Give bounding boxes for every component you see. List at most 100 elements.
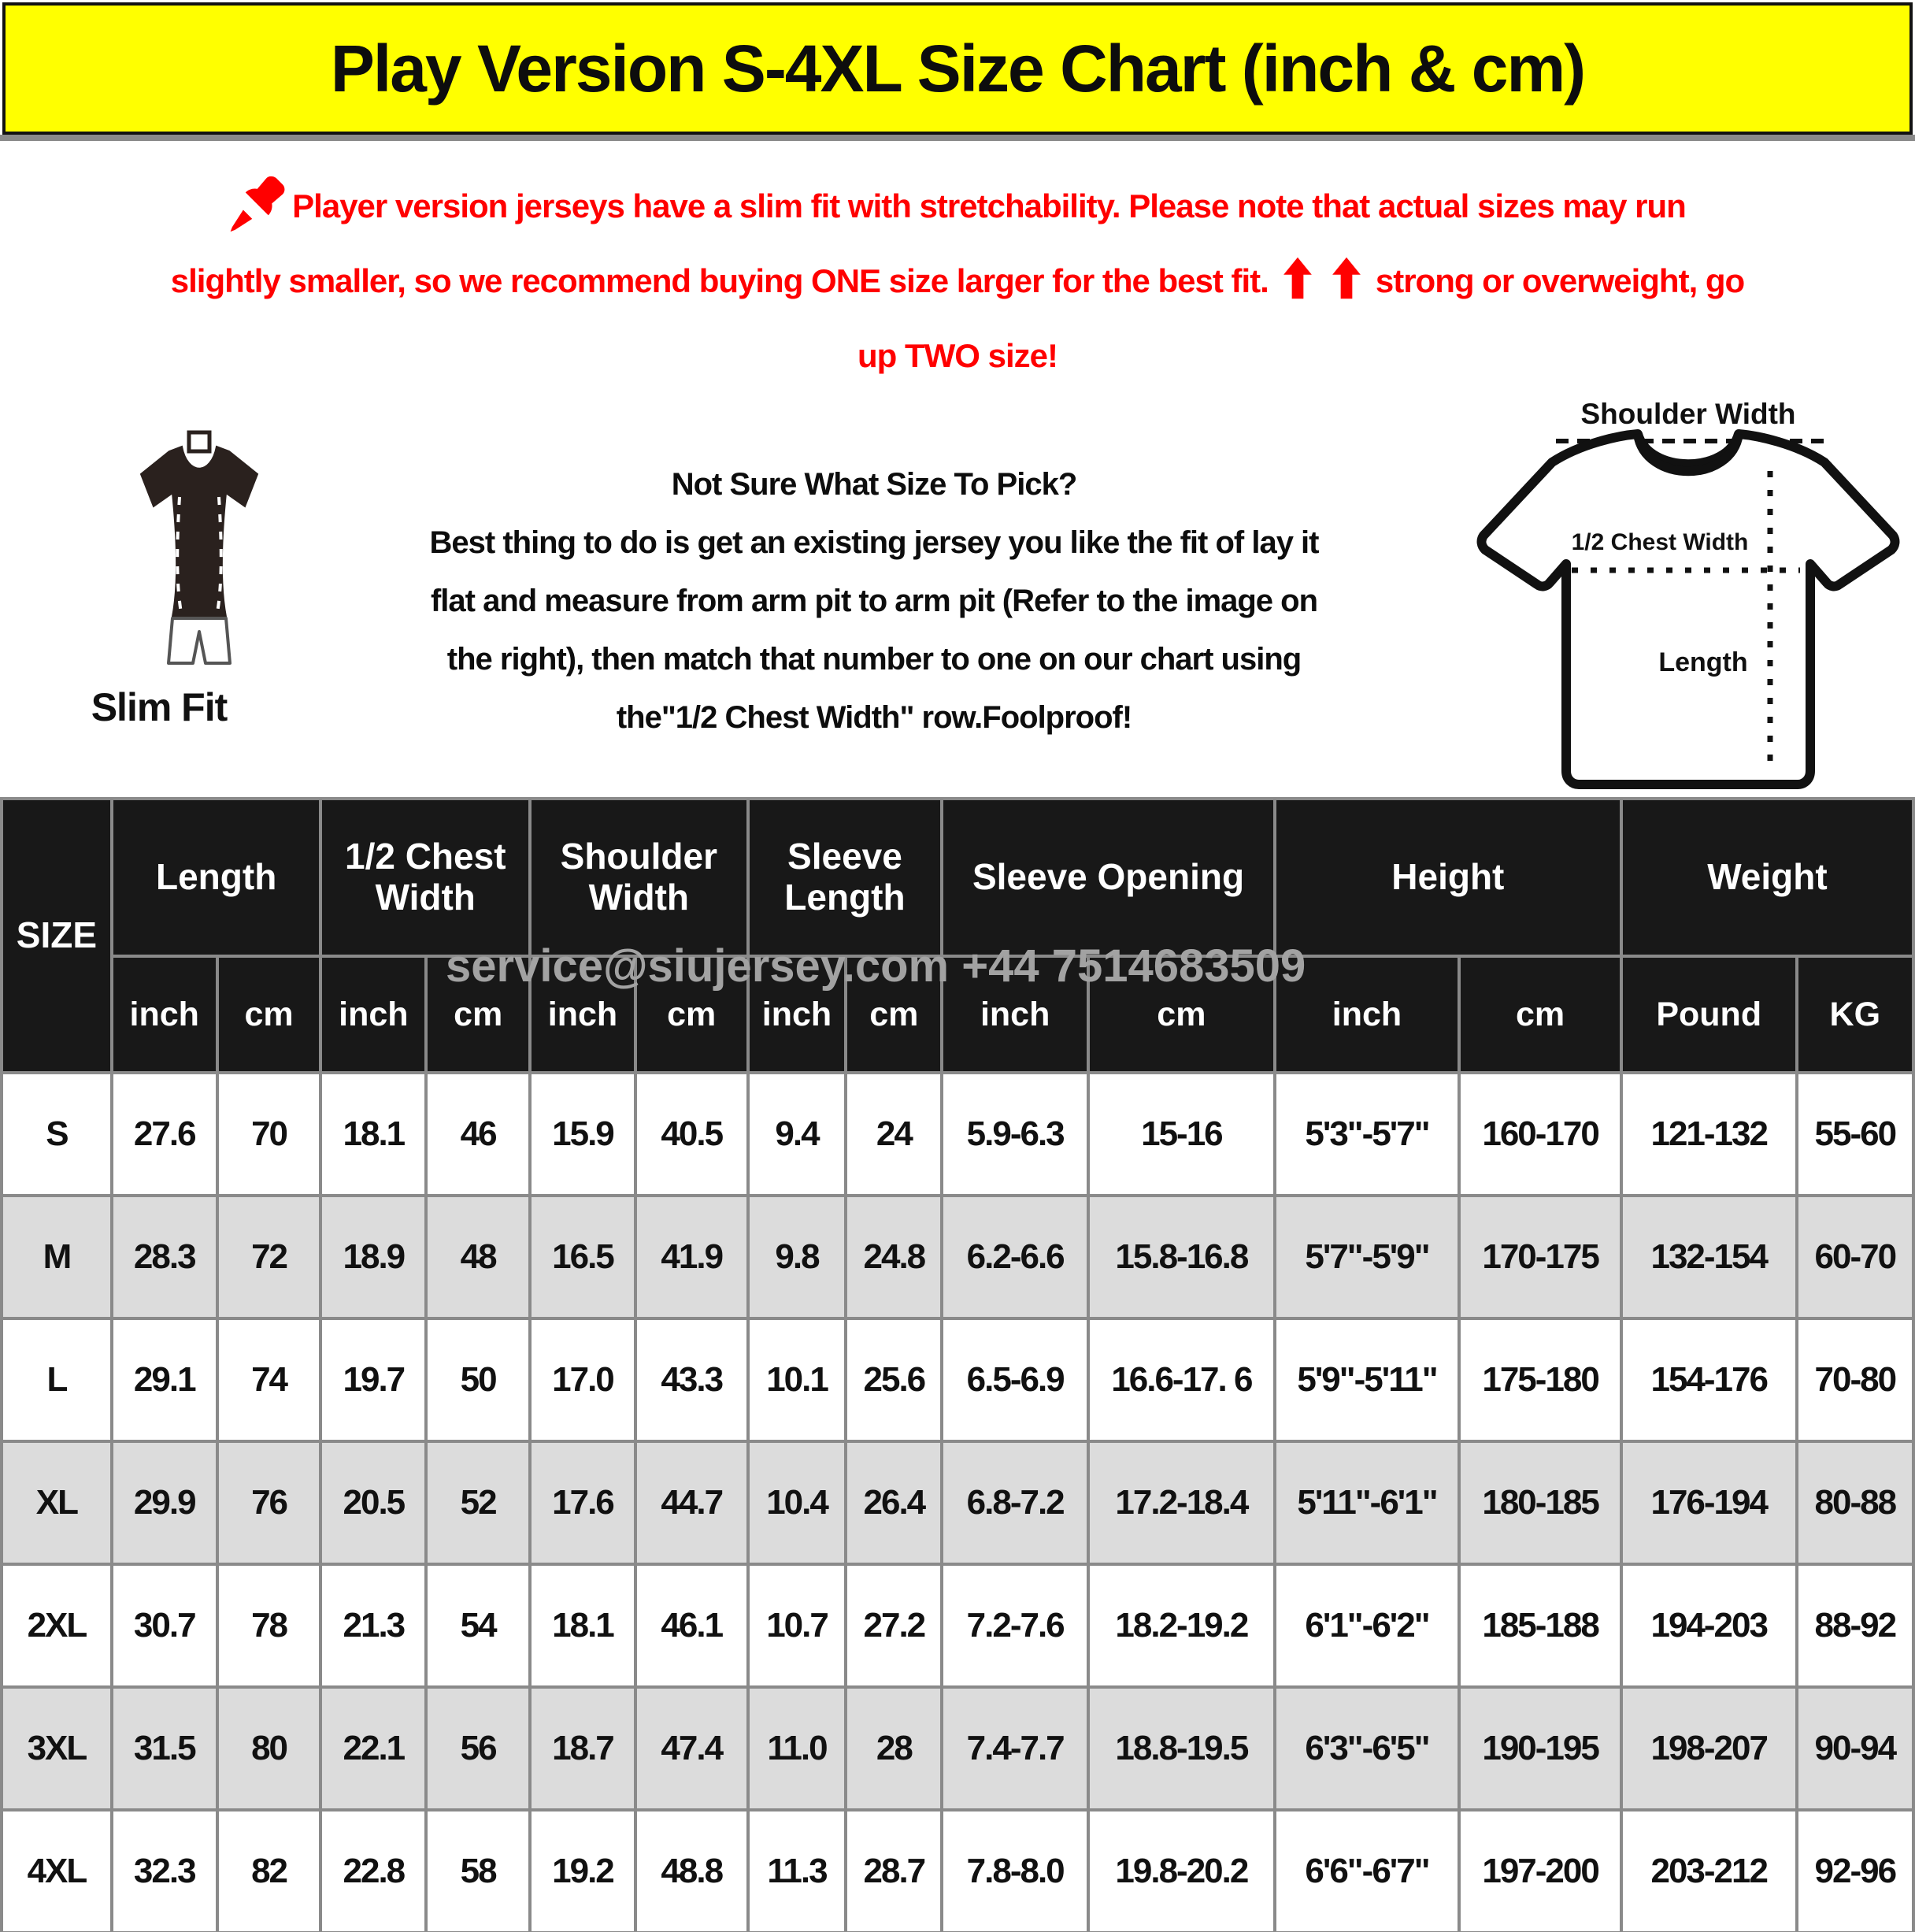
table-cell: 154-176 (1619, 1317, 1798, 1443)
warning-line-1: Player version jerseys have a slim fit w… (0, 169, 1915, 243)
watermark-contact: service@siujersey.com +44 7514683509 (446, 940, 1306, 992)
title-banner: Play Version S-4XL Size Chart (inch & cm… (2, 2, 1913, 135)
table-row: 3XL 31.5 80 22.1 56 18.7 47.4 11.0 28 7.4-7.7 18.8… (0, 1685, 1915, 1811)
table-cell: 19.7 (319, 1317, 428, 1443)
table-cell: 22.8 (319, 1808, 428, 1932)
table-row: M 28.3 72 18.9 48 16.5 41.9 9.8 24.8 6.2-6.6 15.8-… (0, 1194, 1915, 1320)
shirt-measure-diagram: Shoulder Width 1/2 Chest Width Length (1476, 398, 1900, 789)
warning-line-3: up TWO size! (857, 337, 1058, 374)
table-cell: 7.2-7.6 (940, 1563, 1091, 1689)
table-cell: 55-60 (1795, 1071, 1915, 1197)
table-cell: 198-207 (1619, 1685, 1798, 1811)
table-cell: 160-170 (1458, 1071, 1623, 1197)
up-arrow-icon (1283, 257, 1312, 299)
row-size-label: XL (0, 1440, 113, 1566)
row-size-label: 4XL (0, 1808, 113, 1932)
table-cell: 9.8 (746, 1194, 848, 1320)
table-cell: 10.1 (746, 1317, 848, 1443)
table-cell: 29.9 (109, 1440, 219, 1566)
table-cell: 22.1 (319, 1685, 428, 1811)
unit-cell: inch (940, 955, 1091, 1074)
table-cell: 82 (215, 1808, 323, 1932)
table-cell: 18.7 (528, 1685, 637, 1811)
header-size: SIZE (0, 797, 113, 1074)
unit-cell: KG (1795, 955, 1915, 1074)
diagram-chest-label: 1/2 Chest Width (1572, 529, 1749, 555)
help-line: the right), then match that number to on… (446, 642, 1302, 677)
table-cell: 7.8-8.0 (940, 1808, 1091, 1932)
table-cell: 28.7 (844, 1808, 944, 1932)
header-chest-width: 1/2 Chest Width (319, 797, 532, 958)
table-cell: 52 (424, 1440, 532, 1566)
row-size-label: 3XL (0, 1685, 113, 1811)
header-group-row: SIZE Length 1/2 Chest Width Shoulder Wid… (0, 797, 1915, 1074)
table-cell: 44.7 (633, 1440, 750, 1566)
unit-cell: inch (109, 955, 219, 1074)
table-cell: 5'7"-5'9" (1272, 1194, 1461, 1320)
unit-cell: cm (1087, 955, 1276, 1074)
table-cell: 76 (215, 1440, 323, 1566)
table-cell: 47.4 (633, 1685, 750, 1811)
table-cell: 92-96 (1795, 1808, 1915, 1932)
table-cell: 9.4 (746, 1071, 848, 1197)
table-cell: 170-175 (1458, 1194, 1623, 1320)
table-cell: 30.7 (109, 1563, 219, 1689)
table-cell: 90-94 (1795, 1685, 1915, 1811)
table-row: L 29.1 74 19.7 50 17.0 43.3 10.1 25.6 6.5-6.9 16.6… (0, 1317, 1915, 1443)
table-cell: 18.1 (319, 1071, 428, 1197)
table-cell: 54 (424, 1563, 532, 1689)
table-cell: 88-92 (1795, 1563, 1915, 1689)
table-cell: 18.8-19.5 (1087, 1685, 1276, 1811)
table-cell: 6'3"-6'5" (1272, 1685, 1461, 1811)
table-row: XL 29.9 76 20.5 52 17.6 44.7 10.4 26.4 6.8-7.2 17.… (0, 1440, 1915, 1566)
table-cell: 70 (215, 1071, 323, 1197)
unit-cell: inch (528, 955, 637, 1074)
table-row: 4XL 32.3 82 22.8 58 19.2 48.8 11.3 28.7 7.8-8.0 19… (0, 1808, 1915, 1932)
table-cell: 19.2 (528, 1808, 637, 1932)
help-line: Best thing to do is get an existing jers… (429, 525, 1320, 560)
table-cell: 26.4 (844, 1440, 944, 1566)
table-row: 2XL 30.7 78 21.3 54 18.1 46.1 10.7 27.2 7.2-7.6 18… (0, 1563, 1915, 1689)
table-cell: 132-154 (1619, 1194, 1798, 1320)
table-cell: 6.5-6.9 (940, 1317, 1091, 1443)
size-table-body: S 27.6 70 18.1 46 15.9 40.5 9.4 24 5.9-6.3 15-16 5'… (0, 1071, 1915, 1932)
table-cell: 15-16 (1087, 1071, 1276, 1197)
table-cell: 19.8-20.2 (1087, 1808, 1276, 1932)
table-cell: 18.9 (319, 1194, 428, 1320)
row-size-label: S (0, 1071, 113, 1197)
table-cell: 18.2-19.2 (1087, 1563, 1276, 1689)
table-cell: 10.4 (746, 1440, 848, 1566)
help-line: flat and measure from arm pit to arm pit… (430, 584, 1318, 618)
unit-cell: inch (746, 955, 848, 1074)
table-cell: 31.5 (109, 1685, 219, 1811)
table-cell: 48.8 (633, 1808, 750, 1932)
table-cell: 6.8-7.2 (940, 1440, 1091, 1566)
table-cell: 80-88 (1795, 1440, 1915, 1566)
table-cell: 27.6 (109, 1071, 219, 1197)
header-sleeve-opening: Sleeve Opening (940, 797, 1276, 958)
table-cell: 80 (215, 1685, 323, 1811)
header-unit-row: inch cm inch cm inch cm inch cm inch cm … (2, 955, 1915, 1074)
size-table: SIZE Length 1/2 Chest Width Shoulder Wid… (0, 797, 1915, 1932)
table-cell: 15.8-16.8 (1087, 1194, 1276, 1320)
slim-fit-label: Slim Fit (91, 685, 228, 729)
pushpin-icon (230, 176, 285, 232)
unit-cell: cm (844, 955, 944, 1074)
table-cell: 11.3 (746, 1808, 848, 1932)
header-height: Height (1272, 797, 1623, 958)
table-cell: 11.0 (746, 1685, 848, 1811)
page-title: Play Version S-4XL Size Chart (inch & cm… (330, 31, 1586, 106)
table-cell: 5.9-6.3 (940, 1071, 1091, 1197)
unit-cell: cm (424, 955, 532, 1074)
table-cell: 176-194 (1619, 1440, 1798, 1566)
help-line: the"1/2 Chest Width" row.Foolproof! (616, 700, 1132, 735)
table-cell: 21.3 (319, 1563, 428, 1689)
table-cell: 197-200 (1458, 1808, 1623, 1932)
table-cell: 121-132 (1619, 1071, 1798, 1197)
row-size-label: M (0, 1194, 113, 1320)
table-cell: 28 (844, 1685, 944, 1811)
table-cell: 43.3 (633, 1317, 750, 1443)
table-cell: 5'9"-5'11" (1272, 1317, 1461, 1443)
table-cell: 175-180 (1458, 1317, 1623, 1443)
